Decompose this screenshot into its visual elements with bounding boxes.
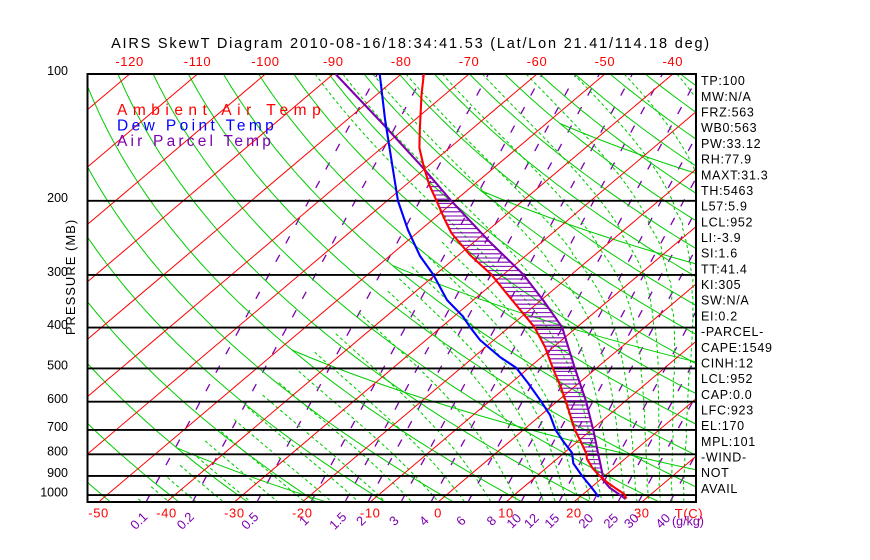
svg-text:0: 0 [434,506,442,521]
svg-text:EL:170: EL:170 [701,419,745,433]
svg-text:MPL:101: MPL:101 [701,435,756,449]
svg-text:-WIND-: -WIND- [701,451,747,465]
svg-text:AVAIL: AVAIL [701,482,738,496]
svg-text:PRESSURE (MB): PRESSURE (MB) [63,219,78,335]
svg-text:400: 400 [47,318,68,332]
svg-text:500: 500 [47,359,68,373]
svg-text:-30: -30 [224,506,245,521]
svg-text:SW:N/A: SW:N/A [701,294,749,308]
svg-text:-10: -10 [360,506,381,521]
svg-text:-60: -60 [527,54,548,69]
svg-text:100: 100 [47,64,68,78]
svg-text:AIRS SkewT Diagram 2010-08-16/: AIRS SkewT Diagram 2010-08-16/18:34:41.5… [111,36,711,52]
svg-text:-70: -70 [459,54,480,69]
svg-text:-100: -100 [251,54,279,69]
svg-text:-PARCEL-: -PARCEL- [701,325,764,339]
svg-text:TH:5463: TH:5463 [701,184,754,198]
svg-text:LI:-3.9: LI:-3.9 [701,231,741,245]
svg-text:TT:41.4: TT:41.4 [701,262,748,276]
svg-text:CINH:12: CINH:12 [701,356,754,370]
svg-text:Air Parcel Temp: Air Parcel Temp [117,133,274,150]
svg-text:200: 200 [47,191,68,205]
svg-text:T(C): T(C) [675,506,703,521]
svg-text:CAPE:1549: CAPE:1549 [701,341,773,355]
svg-text:800: 800 [47,445,68,459]
svg-text:700: 700 [47,420,68,434]
svg-text:PW:33.12: PW:33.12 [701,137,761,151]
svg-text:-90: -90 [323,54,344,69]
svg-text:LCL:952: LCL:952 [701,372,753,386]
svg-text:-80: -80 [391,54,412,69]
svg-text:WB0:563: WB0:563 [701,121,757,135]
svg-text:-40: -40 [156,506,177,521]
svg-text:-50: -50 [595,54,616,69]
svg-text:MAXT:31.3: MAXT:31.3 [701,168,768,182]
svg-text:(g/kg): (g/kg) [672,515,704,529]
svg-text:EI:0.2: EI:0.2 [701,309,738,323]
svg-text:NOT: NOT [701,466,730,480]
svg-text:20: 20 [566,506,582,521]
svg-text:MW:N/A: MW:N/A [701,90,752,104]
svg-text:-40: -40 [663,54,684,69]
svg-text:600: 600 [47,392,68,406]
svg-text:10: 10 [498,506,514,521]
svg-text:Ambient Air Temp: Ambient Air Temp [117,102,326,119]
svg-text:LFC:923: LFC:923 [701,404,754,418]
svg-text:L57:5.9: L57:5.9 [701,200,748,214]
svg-text:Dew Point Temp: Dew Point Temp [117,118,277,135]
svg-text:-110: -110 [184,54,211,69]
svg-text:FRZ:563: FRZ:563 [701,106,755,120]
svg-text:KI:305: KI:305 [701,278,741,292]
svg-text:300: 300 [47,265,68,279]
svg-text:CAP:0.0: CAP:0.0 [701,388,752,402]
svg-text:900: 900 [47,466,68,480]
svg-text:SI:1.6: SI:1.6 [701,247,738,261]
svg-text:-20: -20 [292,506,313,521]
svg-text:30: 30 [634,506,650,521]
svg-text:-50: -50 [88,506,109,521]
svg-text:TP:100: TP:100 [701,74,746,88]
svg-text:-120: -120 [115,54,143,69]
svg-text:1000: 1000 [40,485,68,499]
svg-text:RH:77.9: RH:77.9 [701,153,752,167]
svg-text:LCL:952: LCL:952 [701,215,753,229]
